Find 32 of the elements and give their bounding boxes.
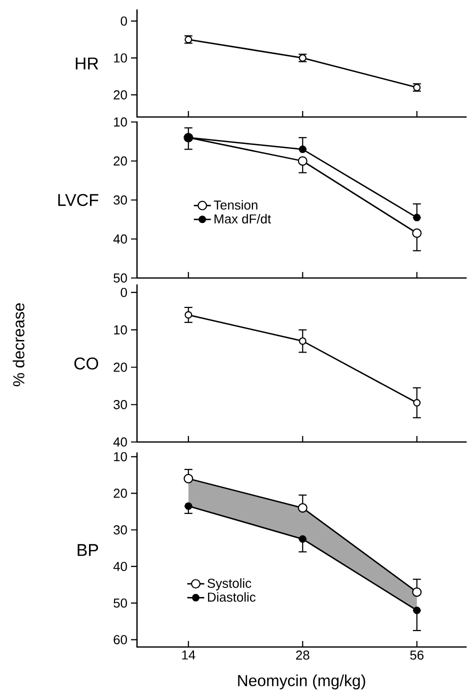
legend-label: Systolic: [208, 578, 252, 590]
x-tick-label: 28: [296, 650, 310, 660]
x-axis-title: Neomycin (mg/kg): [238, 674, 366, 690]
y-tick-label: 30: [114, 195, 127, 205]
y-axis-title: HR: [76, 58, 98, 70]
text: % decrease: [12, 303, 24, 386]
y-tick-label: 60: [114, 635, 127, 644]
y-axis-title: CO: [74, 358, 98, 370]
y-tick-label: 30: [114, 400, 127, 410]
y-tick-label: 10: [114, 452, 127, 462]
y-axis-title: BP: [78, 544, 98, 556]
y-tick-label: 40: [113, 437, 127, 447]
legend-label: Diastolic: [208, 592, 256, 602]
x-tick-label: 56: [410, 650, 424, 660]
y-tick-label: 40: [113, 562, 127, 572]
y-tick-label: 40: [113, 234, 127, 244]
y-tick-label: 20: [114, 362, 127, 372]
legend-label: Max dF/dt: [214, 214, 271, 224]
y-tick-label: 20: [114, 488, 127, 498]
y-tick-label: 10: [114, 325, 127, 334]
legend-label: Tension: [214, 200, 258, 210]
y-tick-label: 20: [114, 156, 127, 166]
y-tick-label: 0: [120, 16, 127, 26]
y-tick-label: 50: [114, 598, 127, 608]
x-tick-label: 14: [182, 650, 196, 660]
y-tick-label: 0: [120, 288, 127, 298]
y-axis-title: LVCF: [58, 194, 98, 206]
y-tick-label: 30: [114, 525, 127, 534]
y-tick-label: 10: [114, 117, 127, 127]
y-tick-label: 20: [114, 90, 127, 100]
y-tick-label: 50: [114, 273, 127, 283]
y-tick-label: 10: [114, 53, 127, 63]
